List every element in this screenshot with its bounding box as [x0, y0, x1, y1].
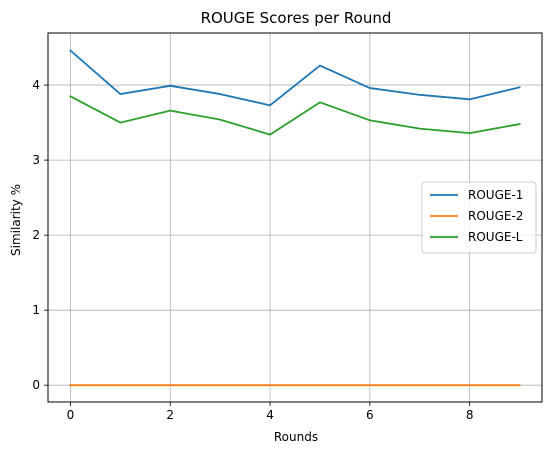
series-line-rouge-1 [69, 49, 521, 107]
legend-label-rouge-2: ROUGE-2 [468, 209, 523, 223]
legend-label-rouge-1: ROUGE-1 [468, 188, 523, 202]
y-tick-label: 4 [32, 78, 40, 92]
series-lines [69, 49, 521, 387]
x-tick-label: 0 [67, 408, 75, 422]
chart-title: ROUGE Scores per Round [201, 9, 392, 27]
plot-frame [47, 32, 543, 403]
y-tick-label: 0 [32, 378, 40, 392]
x-tick-label: 2 [166, 408, 174, 422]
x-tick-label: 4 [266, 408, 274, 422]
x-tick-label: 6 [366, 408, 374, 422]
legend: ROUGE-1 ROUGE-2 ROUGE-L [421, 181, 537, 254]
legend-label-rouge-l: ROUGE-L [468, 230, 523, 244]
y-axis-label: Similarity % [9, 184, 23, 256]
y-tick-label: 2 [32, 228, 40, 242]
y-tick-label: 1 [32, 303, 40, 317]
x-axis-label: Rounds [274, 430, 318, 444]
legend-box [421, 181, 537, 254]
axis-ticks: 0 2 4 6 8 0 1 2 3 4 [32, 78, 473, 422]
x-tick-label: 8 [466, 408, 474, 422]
series-line-rouge-l [69, 95, 521, 136]
y-tick-label: 3 [32, 153, 40, 167]
